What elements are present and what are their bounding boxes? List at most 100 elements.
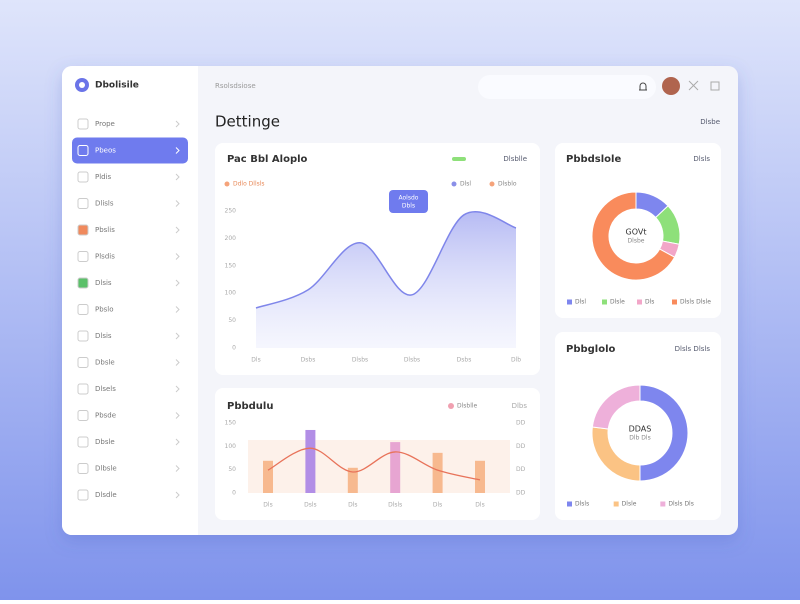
chevron <box>175 491 180 499</box>
menu-label[interactable]: Pbslis <box>95 226 115 234</box>
menu-label[interactable]: Pbeos <box>95 147 116 155</box>
line <box>255 211 517 309</box>
legend-label: Dlsblle <box>457 403 478 410</box>
menu-icon <box>77 145 89 156</box>
legend-dot <box>224 181 230 187</box>
legend-label: Ddlo Dllsls <box>233 181 265 188</box>
menu-label[interactable]: Dlsis <box>95 332 112 340</box>
breadcrumb[interactable]: Rsolsdsiose <box>215 82 256 90</box>
chevron <box>175 279 180 287</box>
legend-dot <box>451 181 457 187</box>
legend-swatch <box>567 501 572 507</box>
menu-icon <box>77 330 89 342</box>
legend-label: Dlsl <box>460 181 471 188</box>
bar <box>432 452 443 493</box>
menu-icon <box>77 118 89 130</box>
sidebar <box>62 66 198 535</box>
donut-segment <box>639 384 689 482</box>
bar <box>390 442 401 493</box>
menu-label[interactable]: Dlisls <box>95 200 114 208</box>
card-title: Pbbdulu <box>227 401 273 412</box>
line <box>267 447 481 481</box>
x-tick-label: Dsls <box>304 502 317 509</box>
menu-icon <box>77 198 89 209</box>
chevron <box>175 385 180 393</box>
menu-icon <box>77 383 89 395</box>
menu-label[interactable]: Dlbsle <box>95 465 117 473</box>
y-tick-label: 100 <box>225 290 237 297</box>
card-title: Pbbdslole <box>566 154 621 165</box>
y-tick-label: 50 <box>228 466 236 473</box>
legend-swatch <box>613 501 619 507</box>
menu-label[interactable]: Dlsels <box>95 385 116 393</box>
bar <box>347 467 358 493</box>
donut-center-text: GOVt <box>626 228 647 237</box>
x-tick-label: Dls <box>433 502 442 509</box>
bell-icon[interactable] <box>639 82 647 91</box>
x-tick-label: Dsbs <box>301 357 316 364</box>
x-tick-label: Dsbs <box>457 357 472 364</box>
card-action[interactable]: Dlbs <box>512 402 528 410</box>
avatar[interactable] <box>662 77 680 95</box>
bar <box>305 429 316 493</box>
y-tick-label: 0 <box>232 490 236 497</box>
x-tick-label: Dls <box>263 502 272 509</box>
menu-icon <box>77 463 89 474</box>
search-box[interactable] <box>478 75 656 99</box>
logo-dot <box>79 82 85 88</box>
tooltip-text: Aolsdo <box>399 195 419 202</box>
menu-label[interactable]: Plsdis <box>95 253 115 261</box>
bar <box>475 460 485 493</box>
menu-label[interactable]: Dbsle <box>95 438 115 446</box>
menu-label[interactable]: Dbsle <box>95 359 115 367</box>
chevron <box>175 412 180 419</box>
y2-tick-label: DD <box>516 466 526 473</box>
menu-item-active[interactable] <box>72 137 188 164</box>
legend-label: Dlsls <box>575 501 589 508</box>
toggle[interactable] <box>452 157 466 161</box>
menu-label[interactable]: Pbslo <box>95 306 114 314</box>
y2-tick-label: DD <box>516 419 526 426</box>
y-tick-label: 50 <box>228 317 236 324</box>
donut-segment <box>591 191 676 281</box>
chevron <box>175 147 180 154</box>
card-subtitle: Dlsls <box>693 155 710 163</box>
card-title: Pac Bbl Aloplo <box>227 154 308 165</box>
close-icon[interactable] <box>688 80 699 91</box>
menu-icon <box>77 436 89 448</box>
chevron <box>175 120 180 128</box>
y-tick-label: 0 <box>232 345 236 352</box>
title-action[interactable]: Dlsbe <box>700 118 720 126</box>
menu-icon <box>77 224 89 236</box>
legend-label: Dlsle <box>610 299 625 306</box>
expand-icon[interactable] <box>710 81 720 91</box>
donut-center-text: DDAS <box>629 425 652 434</box>
tooltip <box>389 190 428 213</box>
y2-tick-label: DD <box>516 443 526 450</box>
x-tick-label: Dlb <box>511 357 521 364</box>
menu-label[interactable]: Pldis <box>95 173 112 181</box>
card-action[interactable]: Dlsblle <box>503 155 527 163</box>
menu-icon <box>77 277 89 289</box>
menu-label[interactable]: Pbsde <box>95 412 116 420</box>
x-tick-label: Dlsls <box>388 502 402 509</box>
menu-label[interactable]: Dlsdle <box>95 491 117 499</box>
menu-icon <box>77 304 89 315</box>
menu-icon <box>77 171 89 183</box>
menu-label[interactable]: Dlsis <box>95 279 112 287</box>
legend-swatch <box>672 299 677 305</box>
chevron <box>175 173 180 181</box>
menu-icon <box>77 410 89 421</box>
plot-bg <box>248 440 510 493</box>
x-tick-label: Dls <box>251 357 260 364</box>
card <box>555 143 721 318</box>
chevron <box>175 359 180 366</box>
donut-center-text: Dlb Dls <box>629 435 650 442</box>
y-tick-label: 150 <box>225 419 237 426</box>
card <box>555 332 721 520</box>
menu-label[interactable]: Prope <box>95 120 115 128</box>
page-title: Dettinge <box>215 113 280 131</box>
legend-swatch <box>602 299 607 305</box>
legend-label: Dls <box>645 299 654 306</box>
